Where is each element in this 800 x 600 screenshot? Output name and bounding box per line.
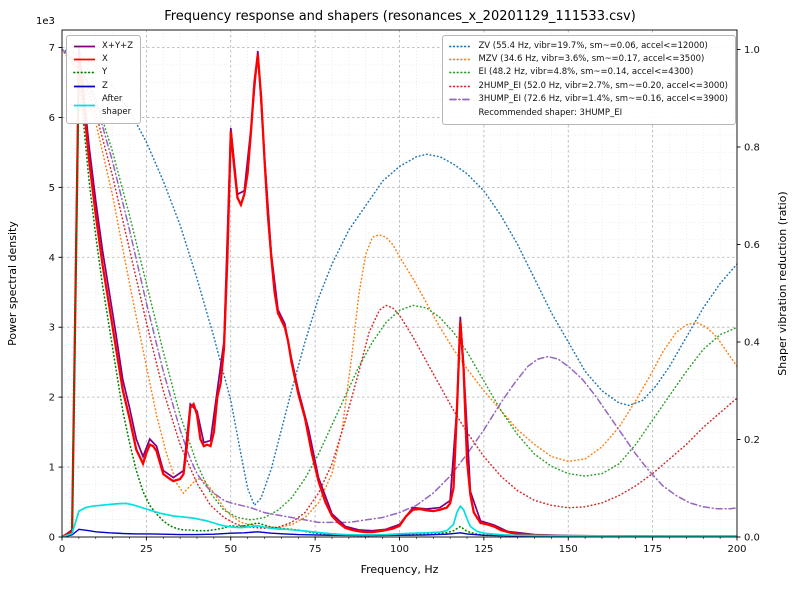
tick-labels: 0 25 50 75 100 125 150 175 200 0 1 2 3 4 5 6 7 0.0 0.2 0.4 0…: [49, 43, 760, 555]
x-tick-label: 75: [309, 544, 322, 555]
legend-line-sample: [449, 58, 473, 61]
series-mzv: [62, 48, 737, 529]
y-left-tick-label: 5: [49, 183, 55, 194]
y-left-tick-label: 2: [49, 393, 55, 404]
series-2hump-ei: [62, 48, 737, 529]
y-right-axis-label: Shaper vibration reduction (ratio): [776, 191, 789, 375]
x-tick-label: 100: [390, 544, 409, 555]
y-left-tick-label: 4: [49, 253, 55, 264]
y-left-tick-label: 7: [49, 43, 55, 54]
legend-label: After shaper: [102, 93, 132, 117]
legend-line-sample: [449, 45, 473, 48]
legend-item: Z: [73, 80, 133, 93]
series-after-shaper: [62, 502, 737, 537]
legend-item: EI (48.2 Hz, vibr=4.8%, sm~=0.14, accel<…: [449, 66, 728, 79]
legend-line-sample: [74, 45, 95, 48]
y-right-tick-label: 1.0: [744, 45, 760, 56]
y-right-tick-label: 0.8: [744, 143, 760, 154]
series-z: [62, 528, 737, 537]
legend-item: 2HUMP_EI (52.0 Hz, vibr=2.7%, sm~=0.20, …: [449, 80, 728, 93]
series-ei: [62, 48, 737, 521]
legend-label: MZV (34.6 Hz, vibr=3.6%, sm~=0.17, accel…: [478, 54, 705, 65]
series-y: [62, 78, 737, 537]
legend-item: X+Y+Z: [73, 40, 133, 53]
y-left-axis-label: Power spectral density: [6, 221, 19, 346]
legend-label: X: [102, 54, 108, 65]
y-left-tick-label: 0: [49, 533, 55, 544]
legend-label: Z: [102, 80, 108, 91]
legend-item: After shaper: [73, 93, 133, 119]
y-right-tick-label: 0.2: [744, 435, 760, 446]
series-group: [62, 47, 737, 537]
legend-line-sample: [74, 104, 95, 107]
legend-line-sample: [449, 98, 473, 101]
y-right-tick-label: 0.0: [744, 533, 760, 544]
x-tick-label: 0: [59, 544, 65, 555]
legend-item: ZV (55.4 Hz, vibr=19.7%, sm~=0.06, accel…: [449, 40, 728, 53]
y-axis-offset-text: 1e3: [36, 16, 55, 27]
legend-label: Y: [102, 67, 108, 78]
legend-psd: X+Y+Z X Y Z After shaper: [66, 35, 142, 125]
x-tick-label: 25: [140, 544, 153, 555]
legend-shapers-items: ZV (55.4 Hz, vibr=19.7%, sm~=0.06, accel…: [449, 40, 728, 106]
series-x: [62, 54, 737, 537]
recommended-shaper-note: Recommended shaper: 3HUMP_EI: [478, 107, 623, 118]
legend-label: 3HUMP_EI (72.6 Hz, vibr=1.4%, sm~=0.16, …: [478, 93, 728, 104]
x-axis-label: Frequency, Hz: [361, 563, 439, 576]
legend-psd-items: X+Y+Z X Y Z After shaper: [73, 40, 133, 119]
legend-label: 2HUMP_EI (52.0 Hz, vibr=2.7%, sm~=0.20, …: [478, 80, 728, 91]
y-right-tick-label: 0.6: [744, 240, 760, 251]
series-zv: [62, 48, 737, 507]
y-right-tick-label: 0.4: [744, 338, 760, 349]
chart-title: Frequency response and shapers (resonanc…: [164, 9, 636, 24]
legend-item: Y: [73, 66, 133, 79]
y-left-tick-label: 3: [49, 323, 55, 334]
legend-item: X: [73, 53, 133, 66]
legend-label: ZV (55.4 Hz, vibr=19.7%, sm~=0.06, accel…: [478, 41, 708, 51]
legend-line-sample: [449, 72, 473, 74]
legend-shapers: ZV (55.4 Hz, vibr=19.7%, sm~=0.06, accel…: [442, 35, 736, 126]
y-left-tick-label: 1: [49, 463, 55, 474]
x-tick-label: 50: [224, 544, 237, 555]
x-tick-label: 150: [559, 544, 578, 555]
y-left-tick-label: 6: [49, 113, 55, 124]
series-3hump-ei: [62, 48, 737, 524]
x-tick-label: 125: [474, 544, 493, 555]
legend-line-sample: [74, 85, 95, 87]
legend-line-sample: [74, 58, 95, 61]
legend-item: 3HUMP_EI (72.6 Hz, vibr=1.4%, sm~=0.16, …: [449, 93, 728, 106]
legend-label: EI (48.2 Hz, vibr=4.8%, sm~=0.14, accel<…: [478, 67, 694, 78]
legend-line-sample: [73, 72, 96, 74]
x-tick-label: 200: [727, 544, 746, 555]
ticks: [58, 47, 741, 541]
legend-item: MZV (34.6 Hz, vibr=3.6%, sm~=0.17, accel…: [449, 53, 728, 66]
legend-label: X+Y+Z: [102, 41, 134, 51]
x-tick-label: 175: [643, 544, 662, 555]
legend-line-sample: [449, 85, 473, 87]
